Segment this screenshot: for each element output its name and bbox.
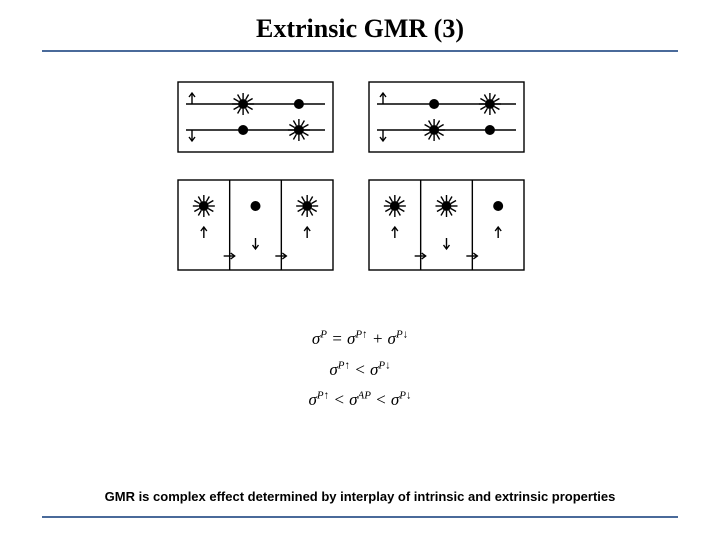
equations: σP = σP↑ + σP↓ σP↑ < σP↓ σP↑ < σAP < σP↓	[0, 324, 720, 416]
footer-rule	[42, 516, 678, 518]
equation-2: σP↑ < σP↓	[0, 355, 720, 386]
header-rule	[42, 50, 678, 52]
caption: GMR is complex effect determined by inte…	[0, 489, 720, 504]
diagram	[160, 80, 560, 310]
equation-1: σP = σP↑ + σP↓	[0, 324, 720, 355]
equation-3: σP↑ < σAP < σP↓	[0, 385, 720, 416]
page-title: Extrinsic GMR (3)	[0, 0, 720, 44]
diagram-svg	[160, 80, 560, 310]
